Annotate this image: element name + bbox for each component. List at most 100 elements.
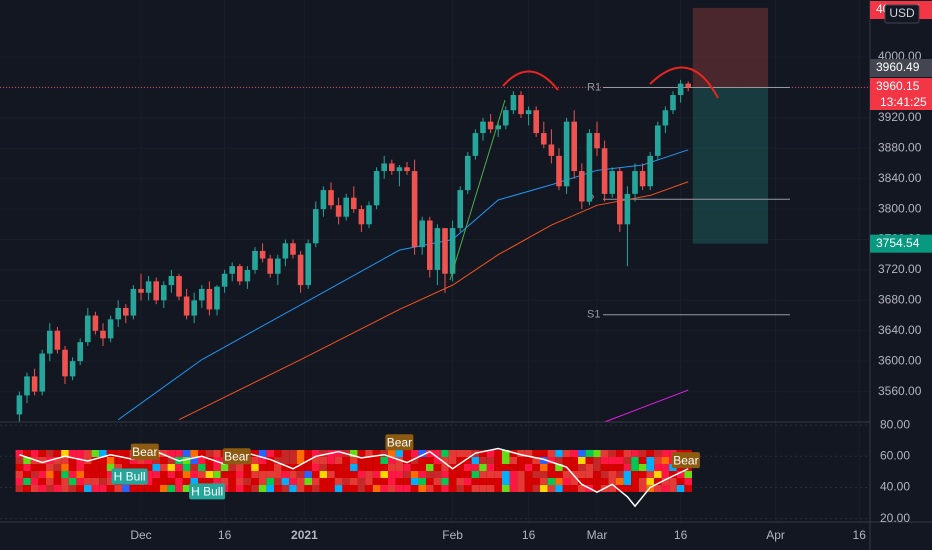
heatmap-cell [357, 485, 366, 492]
heatmap-cell [585, 457, 594, 464]
heatmap-cell [274, 471, 282, 478]
heatmap-cell [342, 471, 350, 478]
heatmap-cell [593, 464, 601, 471]
heatmap-cell [175, 471, 183, 478]
heatmap-cell [638, 450, 647, 457]
candle-body [685, 83, 691, 88]
heatmap-cell [532, 471, 540, 478]
candle-body [404, 167, 410, 172]
heatmap-cell [494, 464, 502, 471]
heatmap-cell [144, 457, 153, 464]
heatmap-cell [540, 464, 548, 471]
heatmap-cell [517, 478, 525, 485]
heatmap-cell [15, 471, 24, 478]
heatmap-cell [578, 457, 586, 464]
heatmap-cell [631, 471, 639, 478]
heatmap-cell [68, 450, 77, 457]
heatmap-cell [114, 450, 122, 457]
candle-body [282, 243, 289, 259]
signal-label: Bear [132, 445, 157, 459]
candle-body [297, 254, 304, 286]
candle-body [85, 315, 91, 343]
heatmap-cell [532, 464, 540, 471]
heatmap-cell [357, 457, 366, 464]
heatmap-cell [205, 478, 214, 485]
heatmap-cell [380, 471, 388, 478]
heatmap-cell [281, 450, 290, 457]
heatmap-cell [152, 478, 160, 485]
heatmap-cell [68, 471, 77, 478]
heatmap-cell [289, 471, 297, 478]
heatmap-cell [547, 450, 556, 457]
pivot-label: S1 [587, 309, 600, 321]
heatmap-cell [258, 457, 267, 464]
heatmap-cell [456, 450, 464, 457]
signal-label-box [671, 452, 700, 469]
heatmap-cell [448, 485, 457, 492]
heatmap-cell [570, 457, 578, 464]
heatmap-cell [524, 450, 533, 457]
heatmap-cell [160, 478, 168, 485]
heatmap-cell [91, 471, 100, 478]
heatmap-cell [167, 471, 176, 478]
heatmap-cell [304, 478, 312, 485]
heatmap-cell [357, 464, 366, 471]
heatmap-cell [433, 471, 442, 478]
heatmap-cell [213, 450, 221, 457]
heatmap-cell [608, 478, 616, 485]
heatmap-cell [76, 478, 84, 485]
heatmap-cell [388, 450, 396, 457]
heatmap-cell [76, 457, 84, 464]
heatmap-cell [441, 450, 449, 457]
heatmap-cell [562, 485, 571, 492]
candle-body [290, 243, 296, 255]
heatmap-cell [502, 450, 510, 457]
heatmap-cell [190, 478, 198, 485]
candle-body [601, 148, 608, 194]
heatmap-cell [175, 464, 183, 471]
heatmap-cell [623, 457, 632, 464]
heatmap-cell [198, 457, 206, 464]
heatmap-cell [53, 471, 62, 478]
heatmap-cell [228, 471, 236, 478]
candle-body [662, 110, 669, 126]
heatmap-cell [555, 471, 563, 478]
heatmap-cell [456, 464, 464, 471]
heatmap-cell [296, 485, 305, 492]
heatmap-cell [456, 457, 464, 464]
heatmap-cell [578, 478, 586, 485]
heatmap-cell [433, 464, 442, 471]
heatmap-cell [61, 471, 69, 478]
heatmap-cell [198, 450, 206, 457]
heatmap-cell [357, 450, 366, 457]
heatmap-cell [251, 478, 259, 485]
signal-label-box [111, 468, 148, 485]
heatmap-cell [334, 471, 343, 478]
heatmap-cell [160, 450, 168, 457]
heatmap-cell [684, 478, 692, 485]
heatmap-cell [471, 471, 480, 478]
heatmap-cell [631, 478, 639, 485]
heatmap-cell [365, 457, 373, 464]
heatmap-cell [448, 464, 457, 471]
candle-body [510, 95, 517, 111]
heatmap-cell [479, 450, 487, 457]
heatmap-cell [190, 450, 198, 457]
candle-body [145, 281, 152, 293]
heatmap-cell [494, 478, 502, 485]
heatmap-cell [274, 457, 282, 464]
candle-body [24, 376, 30, 396]
heatmap-cell [84, 485, 92, 492]
x-tick-label: 16 [522, 528, 536, 542]
heatmap-cell [46, 464, 54, 471]
heatmap-cell [152, 457, 160, 464]
heatmap-cell [258, 471, 267, 478]
heatmap-cell [296, 464, 305, 471]
candle-body [221, 273, 228, 287]
heatmap-cell [175, 450, 183, 457]
heatmap-cell [669, 478, 677, 485]
heatmap-cell [562, 450, 571, 457]
heatmap-cell [144, 478, 153, 485]
heatmap-cell [46, 471, 54, 478]
heatmap-cell [372, 450, 381, 457]
